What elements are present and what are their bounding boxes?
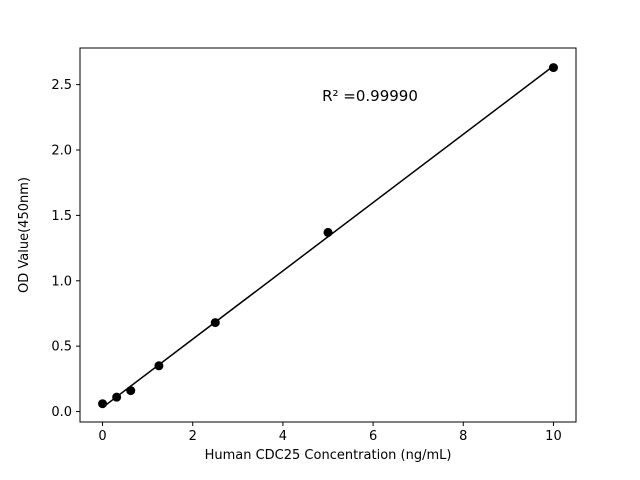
data-point: [548, 63, 558, 73]
x-tick-label: 2: [189, 429, 197, 444]
y-tick-label: 1.0: [51, 274, 72, 289]
data-point: [154, 361, 164, 371]
data-point: [112, 392, 122, 402]
plot-area: 0 2 4 6 8 10 0.0 0.5 1.0 1.5 2.0 2.5: [51, 47, 577, 444]
y-tick-label: 2.5: [51, 78, 72, 93]
y-tick-label: 0.5: [51, 340, 72, 355]
x-tick-label: 4: [279, 429, 287, 444]
y-tick-label: 0.0: [51, 405, 72, 420]
data-point: [98, 399, 108, 409]
axes-spines: [79, 47, 577, 423]
y-tick-label: 1.5: [51, 209, 72, 224]
data-point: [323, 227, 333, 237]
r-squared-annotation: R² =0.99990: [322, 87, 418, 105]
x-axis-label: Human CDC25 Concentration (ng/mL): [205, 448, 452, 463]
x-tick-label: 6: [369, 429, 377, 444]
x-tick-label: 0: [98, 429, 106, 444]
y-tick-label: 2.0: [51, 144, 72, 159]
x-tick-label: 10: [545, 429, 562, 444]
x-tick-label: 8: [459, 429, 467, 444]
y-axis-label: OD Value(450nm): [17, 177, 32, 293]
data-point: [210, 318, 220, 328]
data-point: [126, 386, 136, 396]
